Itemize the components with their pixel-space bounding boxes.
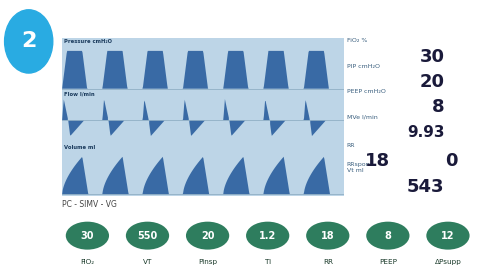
Text: RR: RR xyxy=(347,143,355,148)
Text: Vt ml: Vt ml xyxy=(347,168,363,174)
Circle shape xyxy=(5,10,53,73)
Ellipse shape xyxy=(66,222,109,250)
Text: 8: 8 xyxy=(432,98,445,116)
Text: 1.2: 1.2 xyxy=(259,231,276,241)
Text: Pressure cmH₂O: Pressure cmH₂O xyxy=(64,39,111,44)
Text: 18: 18 xyxy=(321,231,335,241)
Text: 8: 8 xyxy=(384,231,391,241)
Text: PC - SIMV - VG: PC - SIMV - VG xyxy=(62,200,117,209)
Text: VT: VT xyxy=(143,259,152,265)
Text: Volume ml: Volume ml xyxy=(64,144,95,150)
Text: Ti: Ti xyxy=(265,259,271,265)
Text: FiO₂: FiO₂ xyxy=(80,259,95,265)
Ellipse shape xyxy=(246,222,289,250)
Text: PIP cmH₂O: PIP cmH₂O xyxy=(347,64,380,69)
Ellipse shape xyxy=(426,222,469,250)
Text: ⛹: ⛹ xyxy=(71,14,77,24)
Text: 9.93: 9.93 xyxy=(407,125,445,140)
Text: PEEP: PEEP xyxy=(379,259,397,265)
Text: RRspon: RRspon xyxy=(347,162,370,167)
Text: 2: 2 xyxy=(21,31,36,51)
Text: PEEP cmH₂O: PEEP cmH₂O xyxy=(347,89,386,94)
Text: 20: 20 xyxy=(201,231,214,241)
Text: MVe l/min: MVe l/min xyxy=(347,115,378,119)
Text: RR: RR xyxy=(323,259,333,265)
Ellipse shape xyxy=(186,222,229,250)
Text: 0: 0 xyxy=(445,153,457,171)
Text: 20: 20 xyxy=(420,73,445,91)
Text: 12: 12 xyxy=(441,231,455,241)
Text: 550: 550 xyxy=(137,231,158,241)
Text: ΔPsupp: ΔPsupp xyxy=(435,259,461,265)
Text: Pinsp: Pinsp xyxy=(198,259,217,265)
Text: 18: 18 xyxy=(365,153,390,171)
Ellipse shape xyxy=(366,222,410,250)
Text: PC - SIMV - VG: PC - SIMV - VG xyxy=(99,12,201,25)
Ellipse shape xyxy=(306,222,349,250)
Text: FiO₂ %: FiO₂ % xyxy=(347,38,367,43)
Text: Flow l/min: Flow l/min xyxy=(64,92,94,97)
Ellipse shape xyxy=(126,222,169,250)
Text: 30: 30 xyxy=(81,231,94,241)
Text: 543: 543 xyxy=(407,178,445,196)
Text: 30: 30 xyxy=(420,48,445,66)
